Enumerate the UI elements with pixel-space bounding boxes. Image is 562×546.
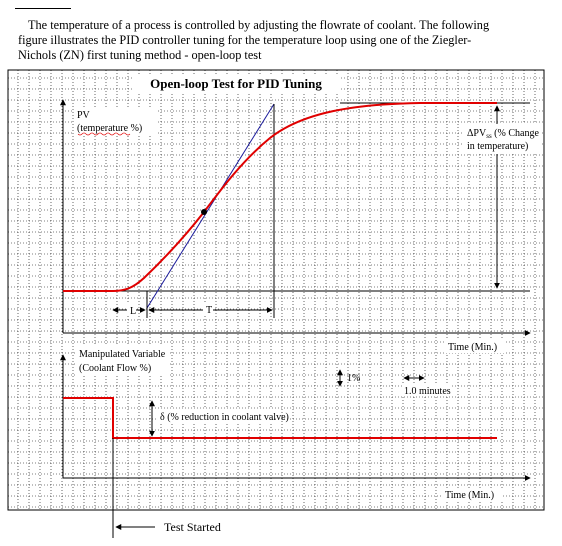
intro-line-3: Nichols (ZN) first tuning method - open-… xyxy=(18,48,262,62)
delta-pv-symbol: ΔPV xyxy=(467,128,487,139)
minutes-scale-bg xyxy=(402,385,450,396)
mv-step-input xyxy=(63,397,497,439)
dead-time-label: L xyxy=(130,306,136,317)
pv-unit-label: (temperature %) xyxy=(77,123,142,134)
delta-pv-label-bg xyxy=(464,124,540,154)
time-label-top: Time (Min.) xyxy=(448,342,497,353)
mv-label-bg xyxy=(77,346,169,376)
pv-label: PV xyxy=(77,110,91,121)
mv-label: Manipulated Variable xyxy=(79,349,166,360)
inflection-point xyxy=(201,209,207,215)
minutes-scale-label: 1.0 minutes xyxy=(404,386,451,397)
delta-pv-label: ΔPVss (% Change xyxy=(467,128,539,140)
percent-scale-label: 1% xyxy=(347,373,360,384)
test-started-label: Test Started xyxy=(164,520,221,534)
pv-label-bg xyxy=(74,108,156,136)
pv-response-curve xyxy=(63,102,497,292)
figure-title: Open-loop Test for PID Tuning xyxy=(150,76,322,91)
top-rule xyxy=(15,8,71,9)
delta-pv-subscript: ss xyxy=(486,132,492,140)
l-label-bg xyxy=(127,303,136,316)
delta-pv-unit-label: in temperature) xyxy=(467,141,528,152)
delta-label-bg xyxy=(158,409,272,423)
intro-line-1: The temperature of a process is controll… xyxy=(28,18,490,32)
time-constant-label: T xyxy=(206,305,212,316)
tangent-line xyxy=(146,103,275,309)
time-label-bottom: Time (Min.) xyxy=(445,490,494,501)
t-label-bg xyxy=(203,303,213,316)
spellcheck-underline xyxy=(77,132,131,136)
delta-pv-change-text: (% Change xyxy=(492,128,540,139)
time-label-top-bg xyxy=(446,340,506,353)
intro-line-2: figure illustrates the PID controller tu… xyxy=(18,33,472,47)
title-box xyxy=(134,74,339,94)
delta-label: δ (% reduction in coolant valve) xyxy=(160,412,289,423)
intro-paragraph: The temperature of a process is controll… xyxy=(18,18,538,63)
mv-unit-label: (Coolant Flow %) xyxy=(79,363,151,374)
time-label-bottom-bg xyxy=(443,488,503,501)
